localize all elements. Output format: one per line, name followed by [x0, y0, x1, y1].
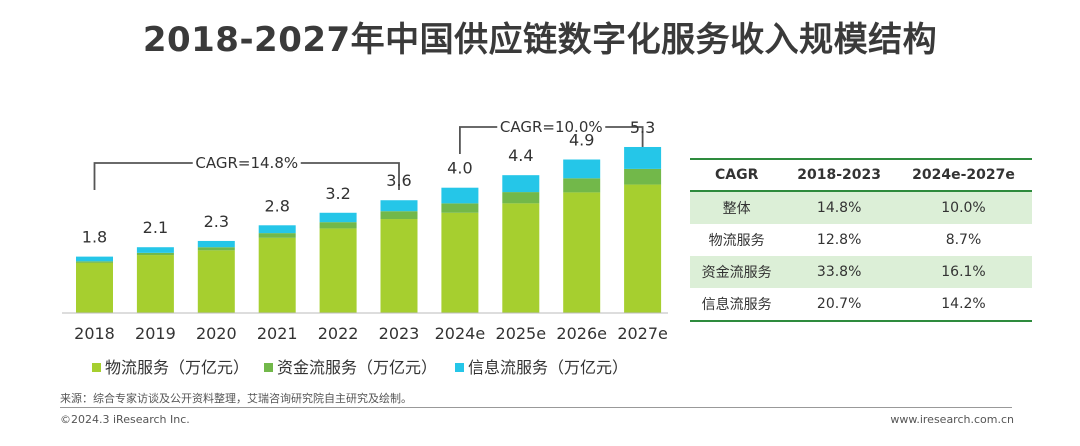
bar-segment-information-2025e	[502, 175, 540, 193]
table-cell: 10.0%	[895, 191, 1032, 224]
total-value-label: 2.3	[204, 212, 229, 231]
bar-segment-logistics-2022	[319, 228, 357, 313]
bar-segment-logistics-2027e	[624, 184, 662, 313]
legend-label: 信息流服务（万亿元）	[468, 358, 628, 377]
legend-swatch-logistics	[92, 363, 101, 372]
copyright: ©2024.3 iResearch Inc.	[60, 413, 190, 426]
x-tick-label: 2024e	[435, 324, 486, 343]
bar-segment-information-2022	[319, 212, 357, 223]
bar-segment-logistics-2019	[136, 255, 174, 313]
cagr-bracket	[93, 162, 400, 190]
total-value-label: 2.1	[143, 218, 168, 237]
table-cell: 16.1%	[895, 256, 1032, 288]
chart-title: 2018-2027年中国供应链数字化服务收入规模结构	[142, 20, 938, 60]
bar-segment-capital-2019	[136, 252, 174, 256]
bar-segment-logistics-2026e	[563, 192, 601, 313]
website-link[interactable]: www.iresearch.com.cn	[890, 413, 1014, 426]
total-value-label: 3.6	[386, 171, 411, 190]
legend-label: 物流服务（万亿元）	[105, 358, 249, 377]
x-tick-label: 2026e	[556, 324, 607, 343]
total-value-label: 4.9	[569, 131, 594, 150]
bar-segment-logistics-2024e	[441, 212, 479, 313]
bar-segment-information-2026e	[563, 159, 601, 179]
table-cell: 33.8%	[783, 256, 895, 288]
legend-swatch-capital	[264, 363, 273, 372]
bar-segment-information-2023	[380, 200, 418, 212]
x-tick-label: 2022	[318, 324, 359, 343]
cagr-annotation: CAGR=10.0%	[500, 118, 603, 136]
bar-segment-capital-2027e	[624, 168, 662, 185]
bar-segment-logistics-2021	[258, 237, 296, 313]
cagr-table: CAGR 2018-2023 2024e-2027e 整体 14.8% 10.0…	[690, 158, 1032, 322]
table-header-row: CAGR 2018-2023 2024e-2027e	[690, 158, 1032, 192]
legend-label: 资金流服务（万亿元）	[277, 358, 437, 377]
table-cell: 12.8%	[816, 232, 862, 248]
bar-segment-information-2019	[136, 247, 174, 253]
table-row: 资金流服务 33.8% 16.1%	[690, 256, 1032, 288]
cagr-bracket	[459, 126, 644, 154]
table-cell: 信息流服务	[690, 288, 784, 322]
bar-segment-capital-2018	[76, 261, 113, 263]
bar-segment-capital-2024e	[441, 203, 479, 213]
table-cell: 整体	[690, 191, 784, 224]
table-header-2018-2023: 2018-2023	[783, 158, 895, 192]
legend-swatch-information	[455, 363, 464, 372]
table-cell: 物流服务	[708, 233, 765, 249]
x-tick-label: 2025e	[496, 324, 547, 343]
footer-divider	[60, 407, 1012, 408]
bar-segment-information-2021	[258, 225, 296, 234]
total-value-label: 3.2	[325, 184, 350, 203]
x-tick-label: 2019	[135, 324, 176, 343]
table-header-2024e-2027e: 2024e-2027e	[895, 158, 1032, 192]
bar-segment-logistics-2020	[197, 250, 235, 313]
total-value-label: 4.0	[447, 159, 472, 178]
bar-segment-capital-2023	[380, 211, 418, 220]
bar-segment-information-2024e	[441, 187, 479, 204]
total-value-label: 4.4	[508, 146, 533, 165]
bar-segment-capital-2022	[319, 222, 357, 229]
table-row: 物流服务 12.8% 8.7%	[690, 224, 1032, 256]
bar-segment-information-2027e	[624, 146, 662, 169]
bar-segment-information-2018	[76, 256, 113, 262]
bar-segment-capital-2026e	[563, 178, 601, 193]
table-cell: 资金流服务	[690, 256, 784, 288]
stacked-bar-chart: CAGR=14.8% CAGR=10.0% 1.8 2.1 2.3 2.8 3.2 3.6 4…	[62, 118, 668, 377]
bar-segment-logistics-2023	[380, 219, 418, 313]
table-row: 信息流服务 20.7% 14.2%	[690, 288, 1032, 322]
x-tick-label: 2023	[379, 324, 420, 343]
x-tick-label: 2018	[74, 324, 115, 343]
total-value-label: 2.8	[264, 196, 289, 215]
x-tick-label: 2020	[196, 324, 237, 343]
bar-segment-capital-2021	[258, 233, 296, 238]
bar-segment-capital-2025e	[502, 192, 540, 204]
bar-segment-logistics-2025e	[502, 203, 540, 313]
source-note: 来源：综合专家访谈及公开资料整理，艾瑞咨询研究院自主研究及绘制。	[60, 392, 412, 405]
table-row: 整体 14.8% 10.0%	[690, 191, 1032, 224]
table-cell: 14.8%	[783, 191, 895, 224]
x-tick-label: 2021	[257, 324, 298, 343]
table-header-cagr: CAGR	[690, 158, 784, 192]
cagr-annotation: CAGR=14.8%	[195, 154, 298, 172]
table-cell: 20.7%	[783, 288, 895, 322]
bar-segment-logistics-2018	[76, 262, 113, 313]
table-cell: 14.2%	[895, 288, 1032, 322]
table-cell: 8.7%	[945, 232, 982, 248]
total-value-label: 5.3	[630, 118, 655, 137]
x-tick-label: 2027e	[617, 324, 668, 343]
bar-segment-information-2020	[197, 240, 235, 248]
total-value-label: 1.8	[82, 228, 107, 247]
bar-segment-capital-2020	[197, 247, 235, 251]
